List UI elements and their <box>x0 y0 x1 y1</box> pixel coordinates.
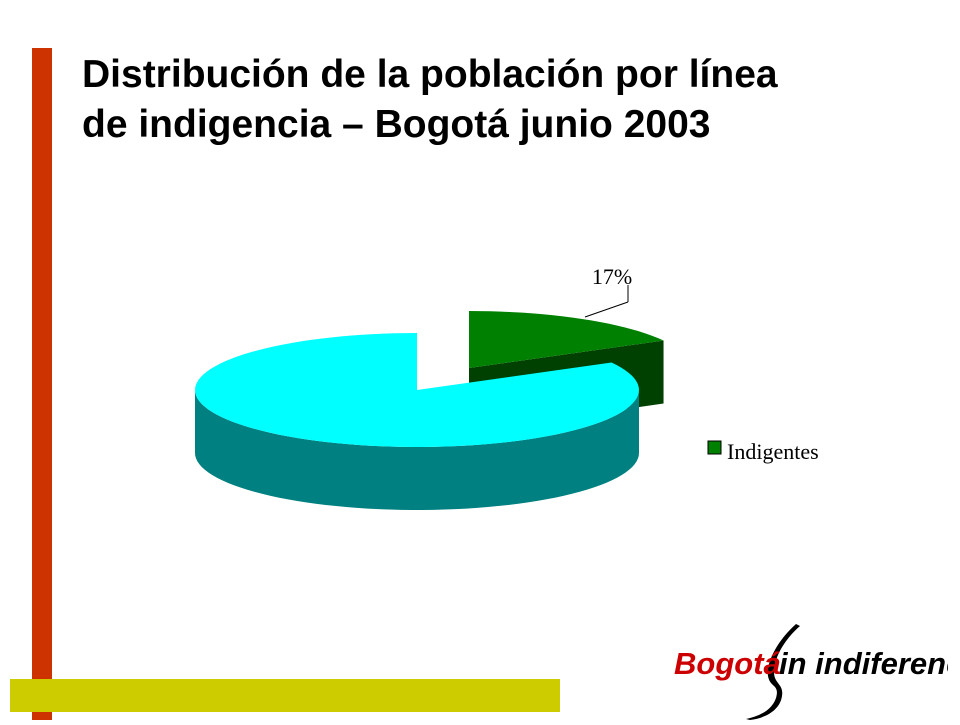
data-label-indigentes: 17% <box>592 264 632 289</box>
accent-bar-horizontal <box>10 679 560 712</box>
pie-group <box>195 311 664 510</box>
slide-title-line-1: Distribución de la población por línea <box>82 53 778 96</box>
legend-label-indigentes: Indigentes <box>727 439 819 464</box>
pie-slice-slice-2-top <box>195 333 639 447</box>
accent-bar-vertical <box>32 48 52 720</box>
logo-text-sin-indiferencia: in indiferencia <box>779 646 948 681</box>
slide-title-line-2: de indigencia – Bogotá junio 2003 <box>82 103 711 146</box>
legend-swatch-indigentes <box>707 440 722 455</box>
logo-swoosh-s <box>746 624 800 720</box>
data-label-leader-line-diagonal <box>584 301 629 318</box>
logo-graphic: Bogotá in indiferencia <box>674 624 960 720</box>
data-label-group: 17% <box>584 264 632 318</box>
bogota-sin-indiferencia-logo: Bogotá in indiferencia <box>668 622 960 720</box>
slide-title: Distribución de la población por línea d… <box>82 50 942 150</box>
pie-slice-indigentes-top <box>469 311 664 368</box>
pie-slice-slice-2-side <box>195 390 639 510</box>
legend: Indigentes <box>707 439 819 464</box>
logo-text-bogota: Bogotá <box>674 646 781 681</box>
